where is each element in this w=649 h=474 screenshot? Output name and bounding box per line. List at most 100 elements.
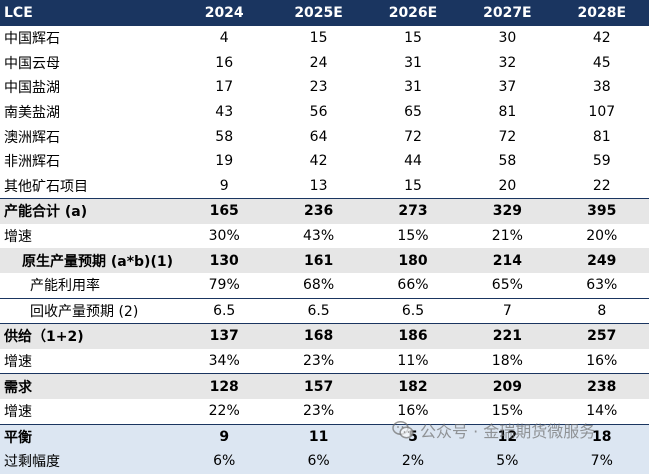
cell: 257	[554, 323, 649, 349]
table-row: 增速 30% 43% 15% 21% 20%	[0, 224, 649, 249]
table-row: 其他矿石项目 9 13 15 20 22	[0, 174, 649, 199]
cell: 221	[460, 323, 555, 349]
table-row: 增速 22% 23% 16% 15% 14%	[0, 399, 649, 424]
cell: 37	[498, 79, 517, 96]
cell: 9	[177, 423, 272, 450]
cell: 6.5	[271, 297, 366, 324]
cell: 18%	[491, 353, 523, 370]
cell: 130	[177, 248, 272, 273]
row-label: 中国盐湖	[4, 80, 60, 97]
cell: 16%	[397, 403, 429, 420]
cell: 209	[460, 373, 555, 399]
header-year-2026e: 2026E	[365, 0, 461, 26]
cell: 395	[554, 198, 649, 224]
cell: 65%	[491, 277, 523, 294]
cell: 6%	[271, 449, 366, 474]
row-label: 中国辉石	[4, 31, 60, 48]
cell: 65	[404, 104, 422, 121]
cell: 6.5	[365, 297, 461, 324]
cell: 38	[592, 79, 611, 96]
table-row-surplus: 过剩幅度 6% 6% 2% 5% 7%	[0, 449, 649, 474]
cell: 31	[404, 54, 422, 71]
row-label: 增速	[4, 404, 32, 421]
cell: 273	[365, 198, 461, 224]
cell: 165	[177, 198, 272, 224]
cell: 24	[309, 54, 328, 71]
cell: 20%	[586, 228, 618, 245]
row-label: 产能利用率	[30, 278, 100, 295]
cell: 44	[404, 153, 422, 170]
cell: 31	[404, 79, 422, 96]
cell: 18	[554, 423, 649, 450]
table-row: 中国辉石 4 15 15 30 42	[0, 26, 649, 51]
table-row-balance: 平衡 9 11 5 12 18	[0, 423, 649, 450]
row-label: 非洲辉石	[4, 154, 60, 171]
cell: 236	[271, 198, 366, 224]
cell: 8	[554, 297, 649, 324]
row-label: 其他矿石项目	[4, 178, 88, 195]
cell: 72	[404, 128, 422, 145]
cell: 2%	[365, 449, 461, 474]
cell: 23%	[303, 353, 335, 370]
cell: 11%	[397, 353, 429, 370]
table-row: 中国盐湖 17 23 31 37 38	[0, 75, 649, 100]
cell: 30%	[208, 228, 240, 245]
cell: 6%	[177, 449, 272, 474]
table-row-primary-output: 原生产量预期 (a*b)(1) 130 161 180 214 249	[0, 248, 649, 273]
row-label: 原生产量预期 (a*b)(1)	[0, 248, 177, 273]
cell: 32	[498, 54, 517, 71]
cell: 45	[592, 54, 611, 71]
row-label: 增速	[4, 354, 32, 371]
cell: 81	[498, 104, 517, 121]
cell: 58	[498, 153, 517, 170]
row-label: 回收产量预期 (2)	[0, 297, 177, 324]
cell: 23	[309, 79, 328, 96]
header-year-2028e: 2028E	[554, 0, 649, 26]
row-label: 过剩幅度	[0, 449, 177, 474]
table-row: 产能利用率 79% 68% 66% 65% 63%	[0, 273, 649, 298]
cell: 20	[498, 177, 517, 194]
cell: 168	[271, 323, 366, 349]
cell: 17	[215, 79, 234, 96]
row-label: 中国云母	[4, 55, 60, 72]
table-row: 澳洲辉石 58 64 72 72 81	[0, 124, 649, 149]
cell: 4	[219, 30, 229, 47]
cell: 15%	[491, 403, 523, 420]
row-label: 产能合计 (a)	[0, 198, 177, 224]
cell: 59	[592, 153, 611, 170]
cell: 15	[309, 30, 328, 47]
watermark-text: 公众号 · 金瑞期货微服务	[420, 422, 596, 441]
cell: 15	[404, 177, 422, 194]
cell: 42	[592, 30, 611, 47]
header-year-2025e: 2025E	[271, 0, 366, 26]
cell: 214	[460, 248, 555, 273]
cell: 19	[215, 153, 234, 170]
cell: 16%	[586, 353, 618, 370]
cell: 238	[554, 373, 649, 399]
cell: 34%	[208, 353, 240, 370]
row-label: 澳洲辉石	[4, 129, 60, 146]
row-label: 平衡	[0, 423, 177, 450]
row-label: 南美盐湖	[4, 105, 60, 122]
row-label: 需求	[0, 373, 177, 399]
cell: 329	[460, 198, 555, 224]
row-label: 供给（1+2)	[0, 323, 177, 349]
cell: 22	[592, 177, 611, 194]
header-label: LCE	[0, 0, 177, 26]
cell: 107	[588, 104, 616, 121]
cell: 182	[365, 373, 461, 399]
cell: 16	[215, 54, 234, 71]
cell: 15%	[397, 228, 429, 245]
cell: 180	[365, 248, 461, 273]
table-header-row: LCE 2024 2025E 2026E 2027E 2028E	[0, 0, 649, 26]
table-row: 增速 34% 23% 11% 18% 16%	[0, 349, 649, 374]
cell: 5%	[460, 449, 555, 474]
header-year-2027e: 2027E	[460, 0, 555, 26]
cell: 66%	[397, 277, 429, 294]
wechat-icon	[392, 421, 414, 439]
cell: 6.5	[177, 297, 272, 324]
row-label: 增速	[4, 229, 32, 246]
cell: 12	[460, 423, 555, 450]
cell: 64	[309, 128, 328, 145]
cell: 7	[460, 297, 555, 324]
